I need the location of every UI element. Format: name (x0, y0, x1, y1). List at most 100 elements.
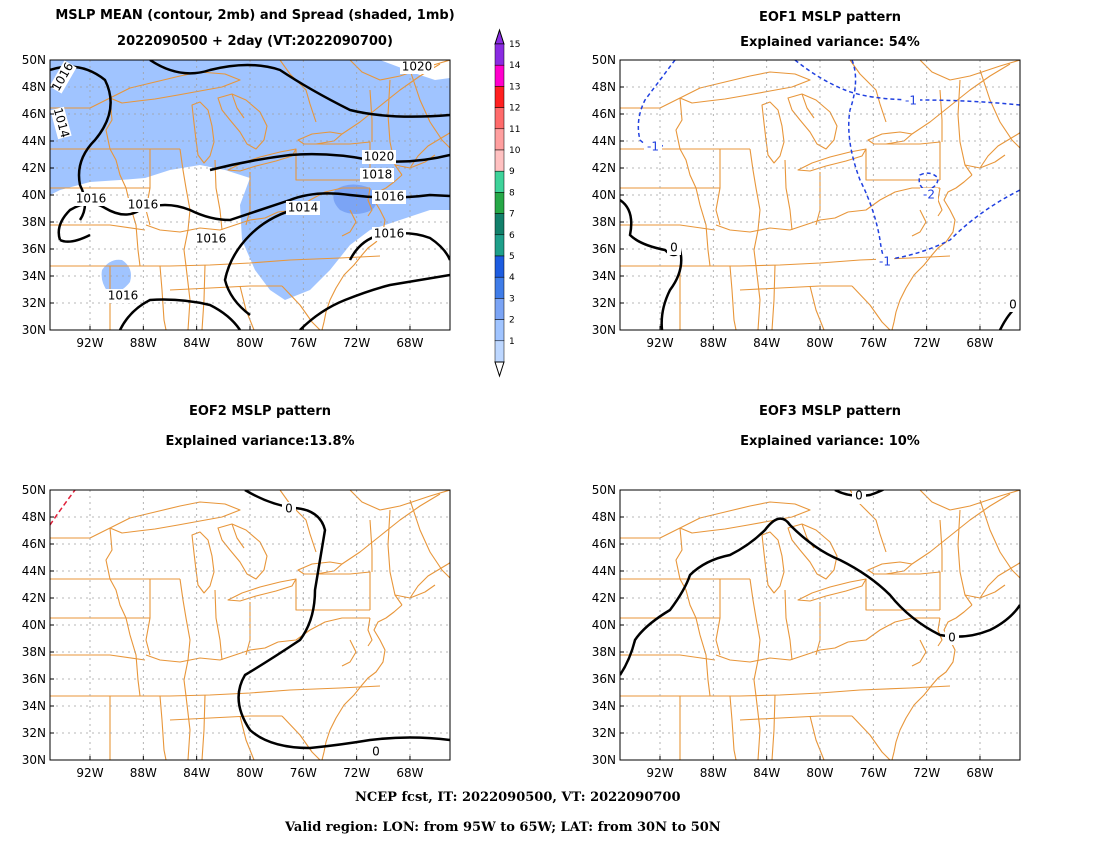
colorbar-level-label: 8 (509, 188, 515, 198)
lat-tick-label: 30N (592, 753, 616, 767)
lon-tick-label: 68W (966, 766, 993, 780)
lon-tick-label: 76W (290, 336, 317, 350)
label-1016-south: 1016 (106, 289, 140, 303)
svg-text:1016: 1016 (374, 227, 405, 241)
lon-tick-label: 76W (290, 766, 317, 780)
svg-text:1016: 1016 (76, 192, 107, 206)
panel-d-subtitle: Explained variance: 10% (740, 434, 920, 449)
label-1018: 1018 (360, 168, 394, 182)
lat-tick-label: 42N (592, 161, 616, 175)
colorbar-level-label: 15 (509, 40, 520, 50)
lat-tick-label: 34N (22, 699, 46, 713)
lon-tick-label: 72W (913, 336, 940, 350)
label-neg1-nw: -1 (644, 140, 662, 154)
lon-tick-label: 68W (396, 336, 423, 350)
colorbar-level-label: 2 (509, 316, 515, 326)
colorbar-level-label: 7 (509, 210, 515, 220)
spread-colorbar: 15 14 13 12 11 10 9 8 7 6 5 4 3 2 1 (494, 28, 521, 378)
colorbar-cell (494, 319, 505, 342)
lat-tick-label: 46N (592, 107, 616, 121)
lat-tick-label: 48N (22, 80, 46, 94)
panel-a-title: MSLP MEAN (contour, 2mb) and Spread (sha… (55, 8, 455, 23)
lat-tick-label: 48N (22, 510, 46, 524)
colorbar-level-label: 14 (509, 61, 521, 71)
lat-tick-label: 48N (592, 80, 616, 94)
colorbar-top-arrow (494, 28, 505, 45)
lat-tick-label: 38N (22, 215, 46, 229)
lat-tick-label: 46N (22, 537, 46, 551)
label-zero-west: 0 (667, 241, 681, 255)
label-1020-ne: 1020 (400, 60, 434, 74)
colorbar-level-label: 9 (509, 167, 515, 177)
lon-tick-label: 88W (130, 336, 157, 350)
svg-text:1020: 1020 (402, 60, 433, 74)
colorbar-cell (494, 340, 505, 363)
svg-text:1016: 1016 (374, 190, 405, 204)
colorbar-cell (494, 192, 505, 214)
lon-tick-label: 84W (753, 766, 780, 780)
panel-b-axes: 50N 48N 46N 44N 42N 40N 38N 36N 34N 32N 30N 92W 88W 8… (592, 53, 994, 350)
svg-text:0: 0 (855, 489, 863, 503)
label-1016-east: 1016 (372, 190, 406, 204)
svg-text:0: 0 (948, 631, 956, 645)
svg-text:-1: -1 (905, 94, 917, 108)
label-neg2: -2 (920, 188, 938, 202)
lat-tick-label: 34N (592, 269, 616, 283)
colorbar-level-label: 5 (509, 252, 515, 262)
lon-tick-label: 92W (76, 336, 103, 350)
colorbar-cell (494, 149, 505, 172)
lat-tick-label: 32N (22, 296, 46, 310)
panel-d-map: 0 0 50N 48N 46N 44N 42N 40N 38N 36N 34N 32N 30N 92W… (592, 483, 1021, 780)
lon-tick-label: 80W (806, 766, 833, 780)
lat-tick-label: 38N (592, 215, 616, 229)
panel-c-axes: 50N 48N 46N 44N 42N 40N 38N 36N 34N 32N 30N 92W 88W 8… (22, 483, 424, 780)
svg-text:0: 0 (1009, 298, 1017, 312)
colorbar-cell (494, 298, 505, 320)
panel-a-axes: 50N 48N 46N 44N 42N 40N 38N 36N 34N 32N 30N 92W 88W 8… (22, 53, 424, 350)
lon-tick-label: 84W (183, 336, 210, 350)
lat-tick-label: 46N (22, 107, 46, 121)
lon-tick-label: 76W (860, 766, 887, 780)
colorbar-cell (494, 255, 505, 278)
panel-a-map: 1016 1014 1020 1020 1018 1016 1016 1016 … (22, 53, 451, 350)
lat-tick-label: 30N (22, 753, 46, 767)
label-1014-nw: 1014 (50, 106, 72, 139)
svg-text:0: 0 (372, 745, 380, 759)
label-1016-se: 1016 (372, 227, 406, 241)
lat-tick-label: 46N (592, 537, 616, 551)
label-1014-center: 1014 (286, 201, 320, 215)
lat-tick-label: 38N (592, 645, 616, 659)
label-zero-south: 0 (369, 745, 383, 759)
lon-tick-label: 72W (343, 766, 370, 780)
colorbar-cell (494, 43, 505, 66)
lon-tick-label: 88W (700, 766, 727, 780)
panel-b-title: EOF1 MSLP pattern (758, 10, 901, 25)
svg-text:-2: -2 (923, 188, 935, 202)
label-1016-mid: 1016 (126, 198, 160, 212)
svg-text:1020: 1020 (364, 150, 395, 164)
svg-text:1016: 1016 (108, 289, 139, 303)
colorbar-level-label: 12 (509, 104, 520, 114)
colorbar-cell (494, 64, 505, 87)
label-neg1-ne: -1 (902, 94, 920, 108)
panel-b-subtitle: Explained variance: 54% (740, 35, 920, 50)
svg-text:0: 0 (670, 241, 678, 255)
lon-tick-label: 68W (396, 766, 423, 780)
colorbar-cell (494, 86, 505, 108)
label-1016-center: 1016 (194, 232, 228, 246)
lat-tick-label: 50N (592, 483, 616, 497)
lat-tick-label: 48N (592, 510, 616, 524)
lon-tick-label: 88W (700, 336, 727, 350)
panel-c-title: EOF2 MSLP pattern (188, 404, 331, 419)
svg-text:1018: 1018 (362, 168, 393, 182)
lat-tick-label: 36N (22, 672, 46, 686)
lat-tick-label: 42N (22, 161, 46, 175)
colorbar-level-label: 13 (509, 82, 520, 92)
lat-tick-label: 44N (22, 564, 46, 578)
colorbar-level-label: 4 (509, 273, 515, 283)
lat-tick-label: 34N (22, 269, 46, 283)
lon-tick-label: 72W (343, 336, 370, 350)
lat-tick-label: 50N (22, 53, 46, 67)
svg-text:0: 0 (285, 502, 293, 516)
